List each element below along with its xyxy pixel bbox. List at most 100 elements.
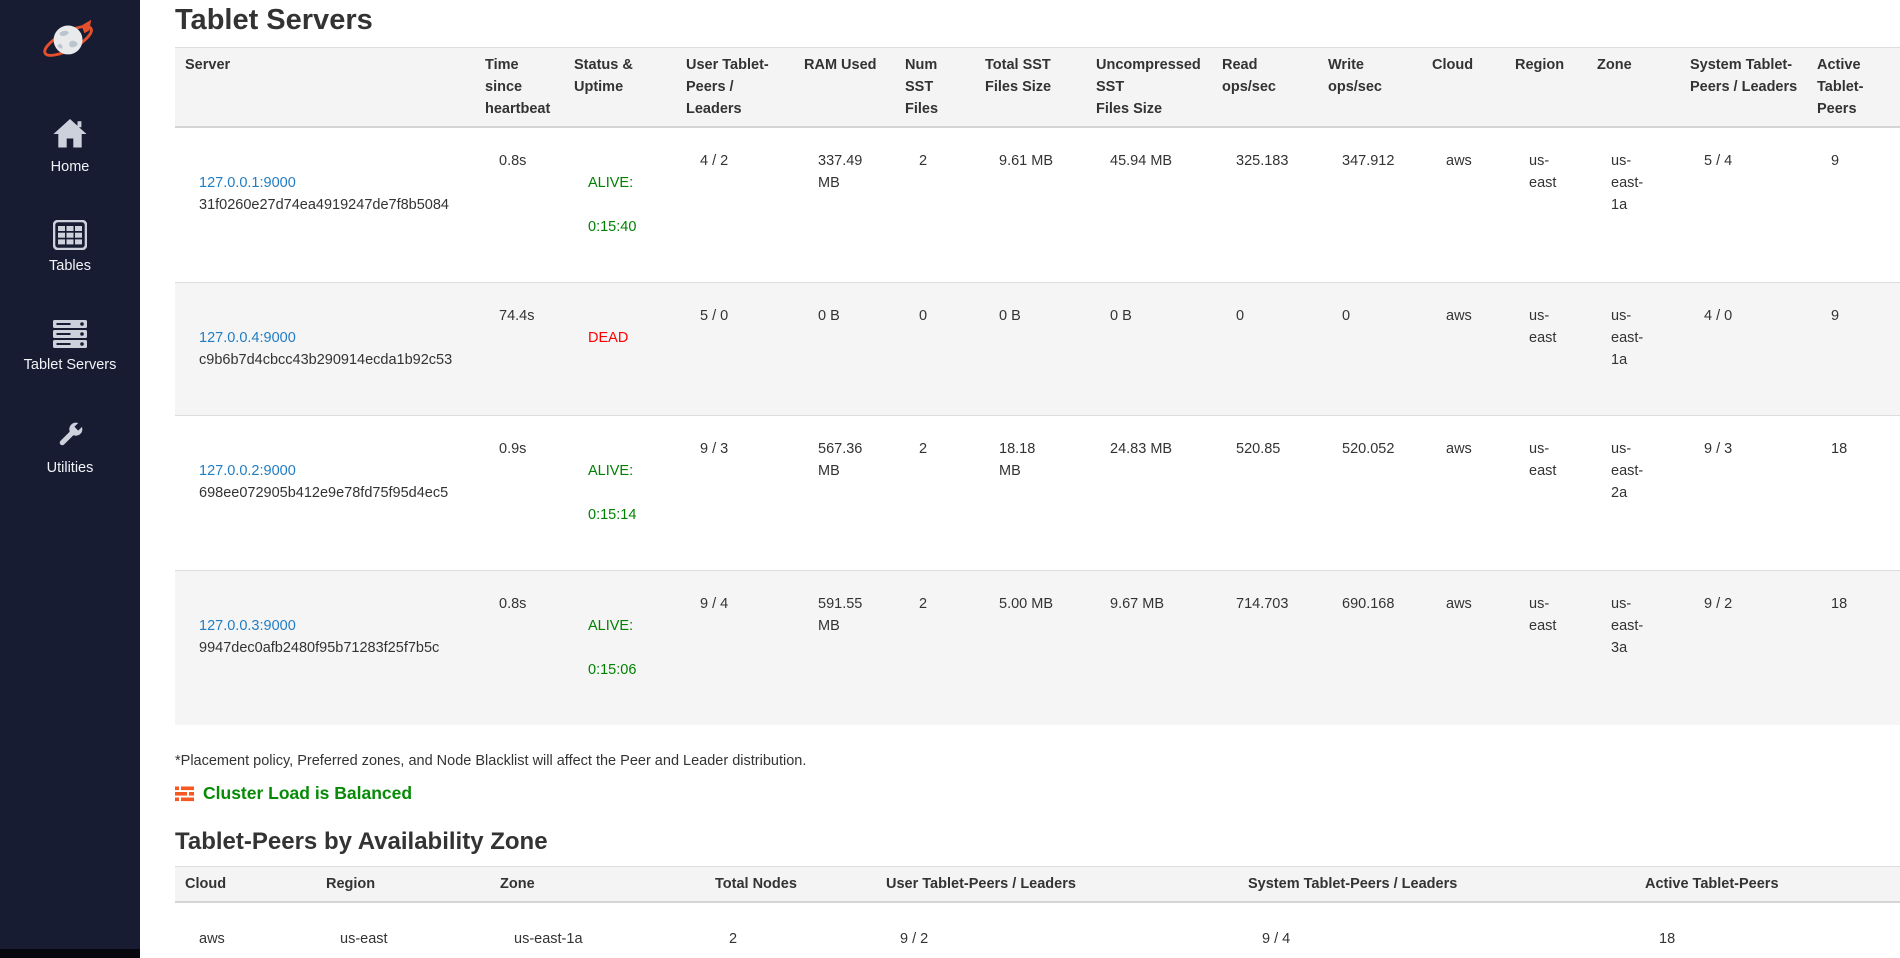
server-link[interactable]: 127.0.0.1:9000	[199, 175, 296, 191]
num-sst-cell: 0	[895, 282, 975, 416]
col-header-zone: Zone	[1587, 47, 1680, 128]
region-cell: us- east	[1505, 282, 1587, 416]
system-peers-cell: 9 / 3	[1680, 415, 1807, 571]
region-cell: us- east	[1529, 153, 1557, 191]
server-uuid: c9b6b7d4cbcc43b290914ecda1b92c53	[199, 352, 453, 368]
active-peers-cell: 18	[1659, 931, 1676, 947]
write-ops-cell: 347.912	[1342, 153, 1395, 169]
col-header-user-peers: User Tablet-Peers / Leaders	[876, 866, 1238, 903]
region-cell: us- east	[1505, 415, 1587, 571]
ram-cell: 567.36 MB	[794, 415, 895, 571]
main-content: Tablet Servers Server Time since heartbe…	[140, 0, 1900, 958]
col-header-zone: Zone	[490, 866, 705, 903]
cluster-load-text: Cluster Load is Balanced	[203, 783, 413, 803]
sidebar-item-tables[interactable]: Tables	[24, 220, 117, 275]
active-peers-cell: 9	[1831, 153, 1840, 169]
col-header-region: Region	[316, 866, 490, 903]
user-peers-cell: 5 / 0	[676, 282, 794, 416]
sidebar-item-utilities[interactable]: Utilities	[24, 418, 117, 477]
uptime-text: 0:15:06	[588, 662, 637, 678]
uncompressed-sst-cell: 45.94 MB	[1110, 153, 1173, 169]
server-uuid: 9947dec0afb2480f95b71283f25f7b5c	[199, 640, 440, 656]
col-header-server: Server	[175, 47, 475, 128]
system-peers-cell: 9 / 4	[1262, 931, 1291, 947]
server-cell: 127.0.0.1:9000 31f0260e27d74ea4919247de7…	[175, 127, 475, 283]
ram-cell: 0 B	[794, 282, 895, 416]
tablet-servers-table: Server Time since heartbeat Status & Upt…	[175, 47, 1900, 725]
region-cell: us-east	[340, 931, 388, 947]
cloud-cell: aws	[1422, 282, 1505, 416]
system-peers-cell: 4 / 0	[1680, 282, 1807, 416]
uptime-text: 0:15:40	[588, 219, 637, 235]
zone-cell: us- east- 2a	[1587, 415, 1680, 571]
table-row: 127.0.0.4:9000 c9b6b7d4cbcc43b290914ecda…	[175, 282, 1900, 416]
cloud-cell: aws	[1422, 415, 1505, 571]
total-sst-cell: 5.00 MB	[975, 570, 1086, 725]
table-row: 127.0.0.3:9000 9947dec0afb2480f95b71283f…	[175, 570, 1900, 725]
write-ops-cell: 0	[1318, 282, 1422, 416]
system-peers-cell: 9 / 2	[1680, 570, 1807, 725]
read-ops-cell: 325.183	[1236, 153, 1289, 169]
az-section-title: Tablet-Peers by Availability Zone	[175, 828, 548, 855]
utilities-icon	[53, 418, 87, 452]
col-header-system-peers: System Tablet- Peers / Leaders	[1680, 47, 1807, 128]
col-header-total-nodes: Total Nodes	[705, 866, 876, 903]
server-cell: 127.0.0.3:9000 9947dec0afb2480f95b71283f…	[175, 570, 475, 725]
write-ops-cell: 690.168	[1318, 570, 1422, 725]
active-peers-cell: 18	[1807, 570, 1900, 725]
server-cell: 127.0.0.2:9000 698ee072905b412e9e78fd75f…	[175, 415, 475, 571]
yugabyte-logo-icon	[43, 19, 93, 57]
az-table: Cloud Region Zone Total Nodes User Table…	[175, 866, 1900, 958]
sidebar-item-label: Tablet Servers	[23, 357, 117, 373]
region-cell: us- east	[1505, 570, 1587, 725]
server-cell: 127.0.0.4:9000 c9b6b7d4cbcc43b290914ecda…	[175, 282, 475, 416]
server-link[interactable]: 127.0.0.2:9000	[199, 463, 296, 479]
server-link[interactable]: 127.0.0.3:9000	[199, 618, 296, 634]
active-peers-cell: 18	[1807, 415, 1900, 571]
server-link[interactable]: 127.0.0.4:9000	[199, 330, 296, 346]
zone-cell: us- east- 3a	[1587, 570, 1680, 725]
col-header-system-peers: System Tablet-Peers / Leaders	[1238, 866, 1635, 903]
status-cell: DEAD	[564, 282, 676, 416]
col-header-active-peers: Active Tablet-Peers	[1635, 866, 1900, 903]
sidebar-bottom-strip	[0, 949, 140, 958]
status-cell: ALIVE: 0:15:14	[564, 415, 676, 571]
num-sst-cell: 2	[919, 153, 928, 169]
zone-cell: us- east- 1a	[1611, 153, 1644, 213]
sidebar-item-label: Utilities	[46, 460, 94, 476]
servers-header-row: Server Time since heartbeat Status & Upt…	[175, 47, 1900, 128]
table-row: 127.0.0.1:9000 31f0260e27d74ea4919247de7…	[175, 127, 1900, 283]
sidebar-item-label: Home	[50, 159, 90, 175]
total-sst-cell: 0 B	[975, 282, 1086, 416]
col-header-num-sst: Num SST Files	[895, 47, 975, 128]
col-header-cloud: Cloud	[175, 866, 316, 903]
az-header-row: Cloud Region Zone Total Nodes User Table…	[175, 866, 1900, 903]
read-ops-cell: 714.703	[1212, 570, 1318, 725]
col-header-status: Status & Uptime	[564, 47, 676, 128]
status-text: ALIVE:	[588, 618, 634, 634]
total-sst-cell: 18.18 MB	[975, 415, 1086, 571]
yugabyte-logo[interactable]	[39, 12, 101, 71]
user-peers-cell: 9 / 2	[900, 931, 929, 947]
system-peers-cell: 5 / 4	[1704, 153, 1733, 169]
cluster-load-status: Cluster Load is Balanced	[175, 783, 1900, 804]
zone-cell: us-east-1a	[514, 931, 583, 947]
read-ops-cell: 520.85	[1212, 415, 1318, 571]
col-header-active-peers: Active Tablet- Peers	[1807, 47, 1900, 128]
sidebar: Home Tables	[0, 0, 140, 958]
sidebar-item-home[interactable]: Home	[24, 117, 117, 176]
ram-cell: 591.55 MB	[794, 570, 895, 725]
heartbeat-cell: 0.9s	[475, 415, 564, 571]
sidebar-nav: Home Tables	[23, 117, 117, 521]
read-ops-cell: 0	[1212, 282, 1318, 416]
col-header-region: Region	[1505, 47, 1587, 128]
server-uuid: 31f0260e27d74ea4919247de7f8b5084	[199, 197, 449, 213]
tables-icon	[53, 220, 87, 250]
server-uuid: 698ee072905b412e9e78fd75f95d4ec5	[199, 485, 449, 501]
user-peers-cell: 9 / 3	[676, 415, 794, 571]
sidebar-item-tablet-servers[interactable]: Tablet Servers	[23, 319, 117, 374]
active-peers-cell: 9	[1807, 282, 1900, 416]
total-nodes-cell: 2	[729, 931, 738, 947]
cloud-cell: aws	[199, 931, 225, 947]
